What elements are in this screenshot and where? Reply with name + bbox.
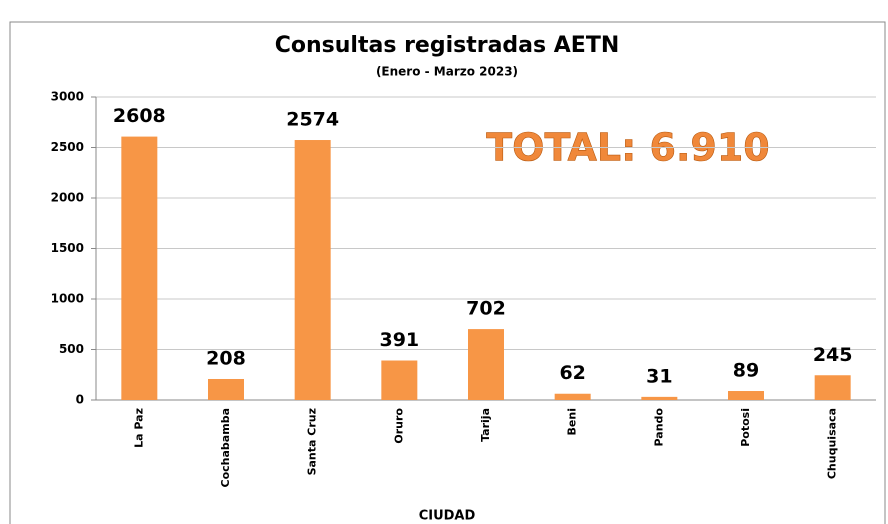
y-tick-label: 1000: [51, 292, 84, 306]
data-label: 2608: [113, 105, 166, 127]
chart-title: Consultas registradas AETN: [275, 33, 620, 58]
y-tick-label: 500: [59, 342, 84, 356]
data-label: 31: [646, 365, 672, 387]
x-tick-label: Santa Cruz: [306, 408, 319, 475]
x-tick-label: Tarija: [479, 408, 492, 442]
bar: [814, 375, 851, 400]
x-tick-label: La Paz: [132, 408, 145, 448]
data-label: 245: [813, 344, 853, 366]
data-label: 62: [559, 362, 585, 384]
data-label: 89: [733, 360, 759, 382]
y-tick-label: 3000: [51, 90, 84, 104]
data-label: 2574: [286, 109, 339, 131]
y-tick-label: 2500: [51, 140, 84, 154]
bar: [641, 396, 678, 400]
bar: [208, 378, 244, 400]
y-tick-label: 2000: [51, 191, 84, 205]
bar: [728, 391, 764, 400]
x-tick-label: Oruro: [392, 408, 405, 444]
x-tick-label: Beni: [566, 408, 579, 435]
x-tick-label: Pando: [652, 408, 665, 447]
bar: [554, 393, 591, 400]
x-tick-label: Cochabamba: [219, 408, 232, 487]
x-tick-label: Potosi: [739, 408, 752, 447]
y-tick-label: 1500: [51, 241, 84, 255]
bar: [121, 136, 158, 401]
chart-subtitle: (Enero - Marzo 2023): [376, 65, 518, 79]
y-tick-label: 0: [76, 393, 84, 407]
data-label: 391: [379, 329, 419, 351]
bar: [381, 360, 418, 400]
x-tick-label: Chuquisaca: [826, 408, 839, 479]
bar: [468, 329, 504, 400]
data-label: 702: [466, 298, 506, 320]
x-axis-title: CIUDAD: [419, 509, 476, 524]
bar: [294, 140, 331, 400]
data-label: 208: [206, 347, 246, 369]
